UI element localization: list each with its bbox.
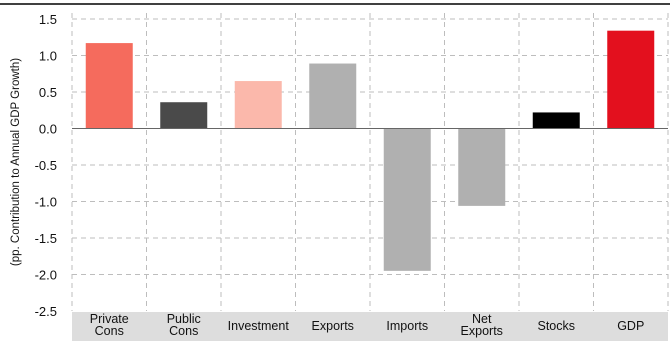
category-label: Investment xyxy=(228,319,290,333)
category-label-line: Private xyxy=(90,312,129,326)
category-label-line: Public xyxy=(167,312,201,326)
y-tick-label: -2.0 xyxy=(35,268,57,283)
category-label-line: Exports xyxy=(312,319,354,333)
category-label: Net Exports xyxy=(461,312,503,338)
bar xyxy=(309,63,357,129)
grid-lines xyxy=(71,13,669,311)
category-label-line: Stocks xyxy=(537,319,575,333)
y-tick-label: -1.5 xyxy=(35,231,57,246)
category-label: Stocks xyxy=(537,319,575,333)
category-band xyxy=(72,312,668,341)
y-tick-label: -0.5 xyxy=(35,158,57,173)
category-label: Public Cons xyxy=(167,312,201,338)
category-label-line: GDP xyxy=(617,319,644,333)
category-label-line: Imports xyxy=(386,319,428,333)
y-tick-labels: 1.5 1.0 0.5 0.0 -0.5 -1.0 -1.5 -2.0 -2.5 xyxy=(35,12,57,319)
y-tick-label: 1.0 xyxy=(39,49,57,64)
bar xyxy=(85,43,133,129)
y-tick-label: 1.5 xyxy=(39,12,57,27)
category-label: GDP xyxy=(617,319,644,333)
category-label-line: Exports xyxy=(461,324,503,338)
category-label: Private Cons xyxy=(90,312,129,338)
category-label: Imports xyxy=(386,319,428,333)
bar xyxy=(532,112,580,129)
bars xyxy=(85,30,655,271)
category-label-line: Cons xyxy=(95,324,124,338)
y-tick-label: 0.5 xyxy=(39,85,57,100)
category-label-line: Cons xyxy=(169,324,198,338)
bar xyxy=(383,128,431,271)
y-axis-label: (pp. Contribution to Annual GDP Growth) xyxy=(10,58,22,266)
y-tick-label: -1.0 xyxy=(35,195,57,210)
bar xyxy=(607,30,655,129)
bar xyxy=(458,128,506,206)
y-tick-label: -2.5 xyxy=(35,304,57,319)
bar xyxy=(160,102,208,129)
bar xyxy=(234,81,282,129)
category-label: Exports xyxy=(312,319,354,333)
category-label-line: Investment xyxy=(228,319,290,333)
category-label-line: Net xyxy=(472,312,492,326)
y-tick-label: 0.0 xyxy=(39,122,57,137)
